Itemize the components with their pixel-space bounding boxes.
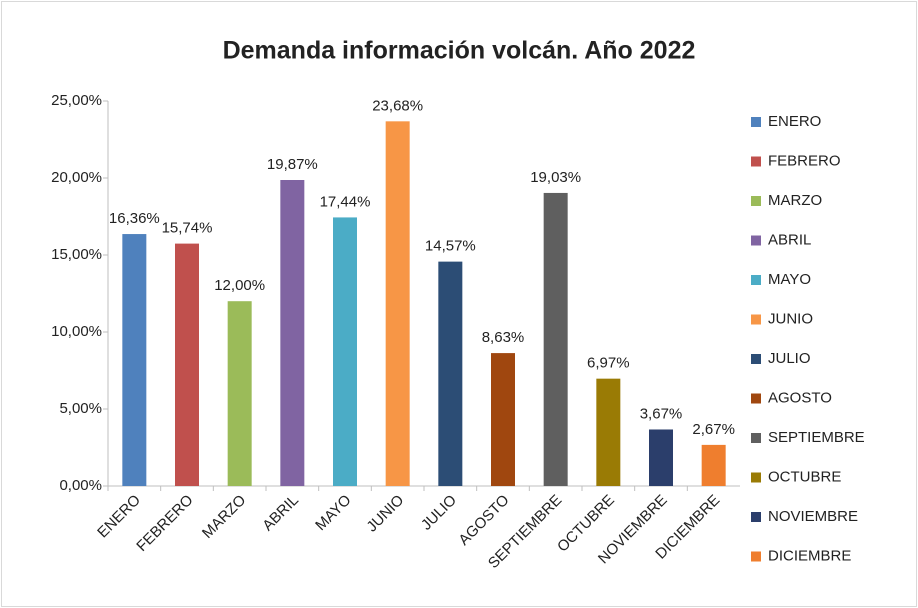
bar (649, 429, 673, 486)
legend-label: DICIEMBRE (768, 547, 851, 564)
legend-label: JULIO (768, 350, 811, 367)
data-label: 6,97% (587, 355, 630, 372)
bar (701, 444, 726, 486)
data-label: 14,57% (425, 238, 476, 255)
data-label: 15,74% (162, 220, 213, 237)
data-label: 19,87% (267, 156, 318, 173)
y-tick-label: 25,00% (51, 92, 102, 109)
legend-swatch (751, 551, 761, 562)
legend-label: FEBRERO (768, 152, 841, 169)
bar (227, 301, 252, 486)
legend-label: MARZO (768, 192, 822, 209)
y-tick-label: 0,00% (59, 477, 102, 494)
legend-label: ENERO (768, 113, 821, 130)
bar (491, 353, 515, 486)
data-label: 3,67% (640, 405, 683, 422)
y-tick-label: 15,00% (51, 246, 102, 263)
legend-swatch (751, 235, 761, 246)
legend-label: AGOSTO (768, 389, 832, 406)
data-label: 12,00% (214, 277, 265, 294)
bar (122, 234, 147, 486)
y-tick-label: 10,00% (51, 323, 102, 340)
legend-swatch (751, 472, 761, 483)
legend-swatch (751, 354, 761, 364)
legend-label: OCTUBRE (768, 468, 841, 485)
data-label: 17,44% (320, 193, 371, 210)
legend-swatch (751, 117, 761, 127)
legend-swatch (751, 393, 761, 404)
legend-label: MAYO (768, 271, 811, 288)
y-tick-label: 5,00% (59, 400, 102, 417)
bar (333, 217, 357, 486)
legend-swatch (751, 196, 761, 206)
data-label: 16,36% (109, 210, 160, 227)
legend-swatch (751, 433, 761, 443)
bar (543, 192, 568, 487)
bar (438, 261, 463, 486)
legend-label: NOVIEMBRE (768, 508, 858, 525)
data-label: 2,67% (692, 421, 735, 438)
legend-swatch (751, 314, 761, 325)
y-tick-label: 20,00% (51, 169, 102, 186)
legend-label: ABRIL (768, 231, 811, 248)
data-label: 19,03% (530, 169, 581, 186)
chart-title: Demanda información volcán. Año 2022 (223, 37, 696, 65)
bar (280, 180, 305, 486)
legend-swatch (751, 156, 761, 167)
data-label: 23,68% (372, 97, 423, 114)
bar (175, 243, 199, 486)
legend-label: JUNIO (768, 310, 813, 327)
bar (385, 121, 410, 486)
bar (596, 378, 621, 486)
legend-label: SEPTIEMBRE (768, 429, 865, 446)
legend-swatch (751, 275, 761, 285)
legend-swatch (751, 512, 761, 522)
data-label: 8,63% (482, 329, 525, 346)
